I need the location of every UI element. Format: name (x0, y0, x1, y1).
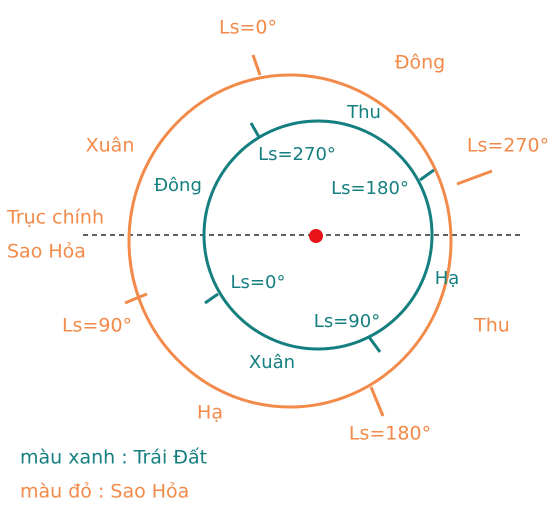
axis-label: Sao Hỏa (7, 241, 86, 263)
mars-season: Thu (473, 315, 510, 337)
sun (309, 229, 323, 243)
mars-ls: Ls=180° (349, 423, 431, 445)
mars-season: Xuân (86, 135, 135, 157)
mars-ls: Ls=90° (62, 315, 132, 337)
earth-ls: Ls=180° (331, 178, 409, 199)
earth-ticks (204, 122, 435, 353)
earth-season: Xuân (249, 352, 295, 373)
earth-ls: Ls=0° (231, 272, 286, 293)
earth-orbit (202, 119, 434, 351)
earth-season: Hạ (435, 268, 460, 289)
earth-ls: Ls=270° (258, 144, 336, 165)
earth-season: Thu (346, 102, 381, 123)
mars-ls: Ls=0° (219, 17, 277, 39)
mars-season: Đông (395, 52, 445, 74)
mars-season: Hạ (197, 402, 223, 424)
mars-ticks (124, 54, 493, 417)
mars-orbit (127, 73, 453, 409)
legend-entry: màu xanh : Trái Đất (20, 447, 207, 469)
mars-ls: Ls=270° (467, 135, 549, 157)
legend-entry: màu đỏ : Sao Hỏa (20, 481, 189, 503)
earth-ls: Ls=90° (314, 311, 380, 332)
axis-label: Trục chính (6, 207, 104, 229)
earth-season: Đông (154, 175, 202, 196)
